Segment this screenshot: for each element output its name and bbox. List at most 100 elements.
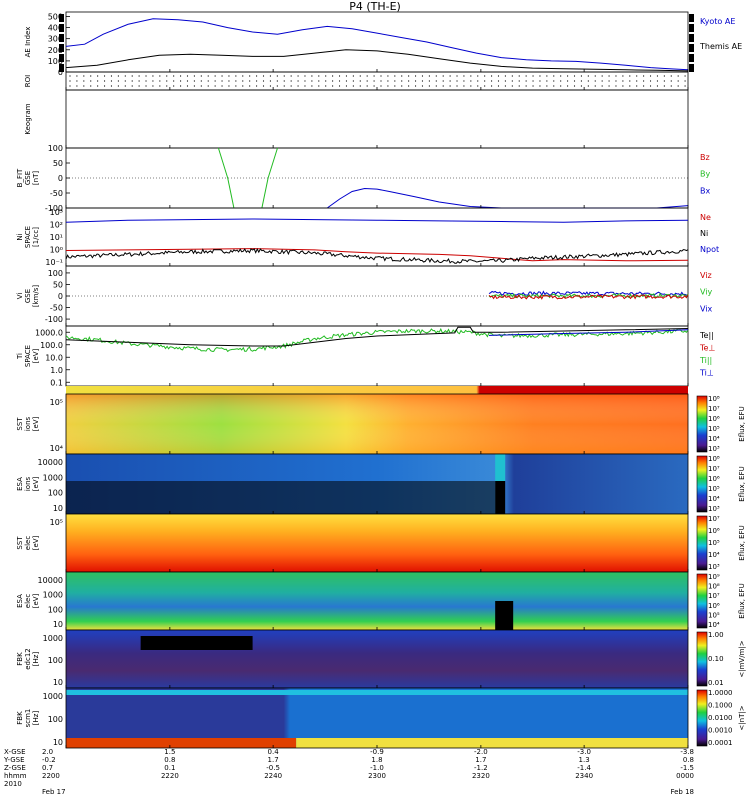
roi-dot xyxy=(145,80,147,82)
sst2-colorbar-tick: 10³ xyxy=(708,563,720,571)
roi-dot xyxy=(345,80,348,82)
roi-dot xyxy=(366,85,368,87)
roi-dot xyxy=(573,80,576,82)
roi-dot xyxy=(138,85,140,87)
roi-dot xyxy=(677,75,679,77)
sst2-spectrogram xyxy=(66,514,688,572)
roi-dot xyxy=(608,75,610,77)
roi-dot xyxy=(290,80,292,82)
ni-ytick-label: 10⁰ xyxy=(50,246,63,255)
esa2-colorbar-tick: 10⁷ xyxy=(708,592,720,600)
ae-ytick-label: 100 xyxy=(48,57,63,66)
xaxis-value: 0.4 xyxy=(268,748,280,756)
roi-dot xyxy=(83,85,85,87)
roi-dot xyxy=(297,85,299,87)
xaxis-value: 0.8 xyxy=(683,756,694,764)
roi-dot xyxy=(179,75,182,77)
roi-dot xyxy=(490,85,493,87)
roi-dot xyxy=(332,85,334,87)
roi-dot xyxy=(649,80,652,82)
roi-dot xyxy=(97,85,99,87)
sst2-colorbar-tick: 10⁴ xyxy=(708,551,720,559)
bfit-series-bx xyxy=(326,187,689,209)
roi-dot xyxy=(490,80,493,82)
roi-dot xyxy=(103,80,106,82)
roi-dot xyxy=(463,75,465,77)
roi-dot xyxy=(359,80,361,82)
roi-dot xyxy=(124,80,126,82)
ae-ytick-label: 200 xyxy=(48,46,63,55)
fbk2-colorbar-tick: 0.0001 xyxy=(708,739,733,747)
roi-dot xyxy=(670,80,672,82)
keogram-ylabel: Keogram xyxy=(24,103,32,134)
roi-dot xyxy=(304,85,306,87)
fbk2-band-low xyxy=(66,738,297,748)
ae-right-marker xyxy=(689,64,694,72)
ae-ytick-label: 400 xyxy=(48,24,63,33)
xaxis-value: -3.0 xyxy=(577,748,591,756)
roi-dot xyxy=(269,75,272,77)
vi-series-viz xyxy=(488,294,689,300)
fbk1-ylabel: edc12 xyxy=(24,648,32,670)
ni-series-ne xyxy=(65,248,689,262)
roi-dot xyxy=(470,80,472,82)
roi-dot xyxy=(463,80,465,82)
ni-legend-item: Ne xyxy=(700,213,711,222)
ni-legend-item: Ni xyxy=(700,229,708,238)
sst1-ylabel: ions xyxy=(24,416,32,431)
roi-dot xyxy=(428,75,430,77)
roi-dot xyxy=(484,85,486,87)
roi-dot xyxy=(97,75,99,77)
ae-ytick-label: 300 xyxy=(48,35,63,44)
roi-dot xyxy=(532,75,534,77)
roi-dot xyxy=(325,75,327,77)
xaxis-value: -1.2 xyxy=(474,764,488,772)
vi-legend-item: Vix xyxy=(700,304,713,313)
roi-dot xyxy=(594,85,596,87)
roi-dot xyxy=(608,80,610,82)
roi-dot xyxy=(318,80,320,82)
esa2-ylabel: [eV] xyxy=(32,593,40,608)
esa2-ytick-label: 100 xyxy=(48,605,63,614)
ae-legend-item: Kyoto AE xyxy=(700,17,735,26)
vi-ytick-label: 0 xyxy=(58,292,63,301)
esa1-ytick-label: 10 xyxy=(53,504,63,513)
roi-dot xyxy=(442,80,444,82)
bfit-legend-item: Bx xyxy=(700,186,710,195)
roi-dot xyxy=(76,85,78,87)
xaxis-value: -1.5 xyxy=(680,764,694,772)
roi-dot xyxy=(124,85,126,87)
xaxis-row-label: hhmm xyxy=(4,772,27,780)
panel-ti: Ti SPACE [eV] 0.1 1.0 10.0 100.0 1000.0 Te|| Te⊥ T… xyxy=(16,325,715,387)
roi-dot xyxy=(560,85,562,87)
esa1-dropout xyxy=(66,481,496,514)
fbk1-colorbar-label: <|mV/m|> xyxy=(738,640,746,677)
ni-ytick-label: 10⁻¹ xyxy=(45,258,63,267)
ti-legend-item: Ti|| xyxy=(699,356,712,365)
roi-dot xyxy=(546,80,548,82)
fbk2-ylabel: FBK xyxy=(16,711,24,725)
fbk1-ylabel: FBK xyxy=(16,652,24,666)
roi-dot xyxy=(456,80,458,82)
roi-dot xyxy=(83,75,85,77)
sst2-colorbar-tick: 10⁵ xyxy=(708,539,720,547)
roi-dot xyxy=(338,85,341,87)
fbk2-band-top xyxy=(66,690,688,695)
panel-roi: ROI xyxy=(24,71,689,91)
ti-ytick-label: 1000.0 xyxy=(35,328,63,337)
roi-dot xyxy=(684,75,686,77)
roi-dot xyxy=(297,75,299,77)
vi-ylabel: GSE xyxy=(24,289,32,303)
esa2-colorbar-tick: 10⁸ xyxy=(708,583,720,591)
xaxis-value: -2.0 xyxy=(474,748,488,756)
roi-dot xyxy=(103,75,106,77)
bfit-ytick-label: -50 xyxy=(50,189,63,198)
esa1-colorbar-tick: 10⁵ xyxy=(708,485,720,493)
roi-dot xyxy=(145,75,147,77)
roi-dot xyxy=(110,80,113,82)
roi-dot xyxy=(159,80,161,82)
sst1-spectrogram-shading xyxy=(66,394,688,454)
roi-dot xyxy=(276,80,278,82)
xaxis-value: 1.7 xyxy=(475,756,486,764)
roi-dot xyxy=(131,85,133,87)
